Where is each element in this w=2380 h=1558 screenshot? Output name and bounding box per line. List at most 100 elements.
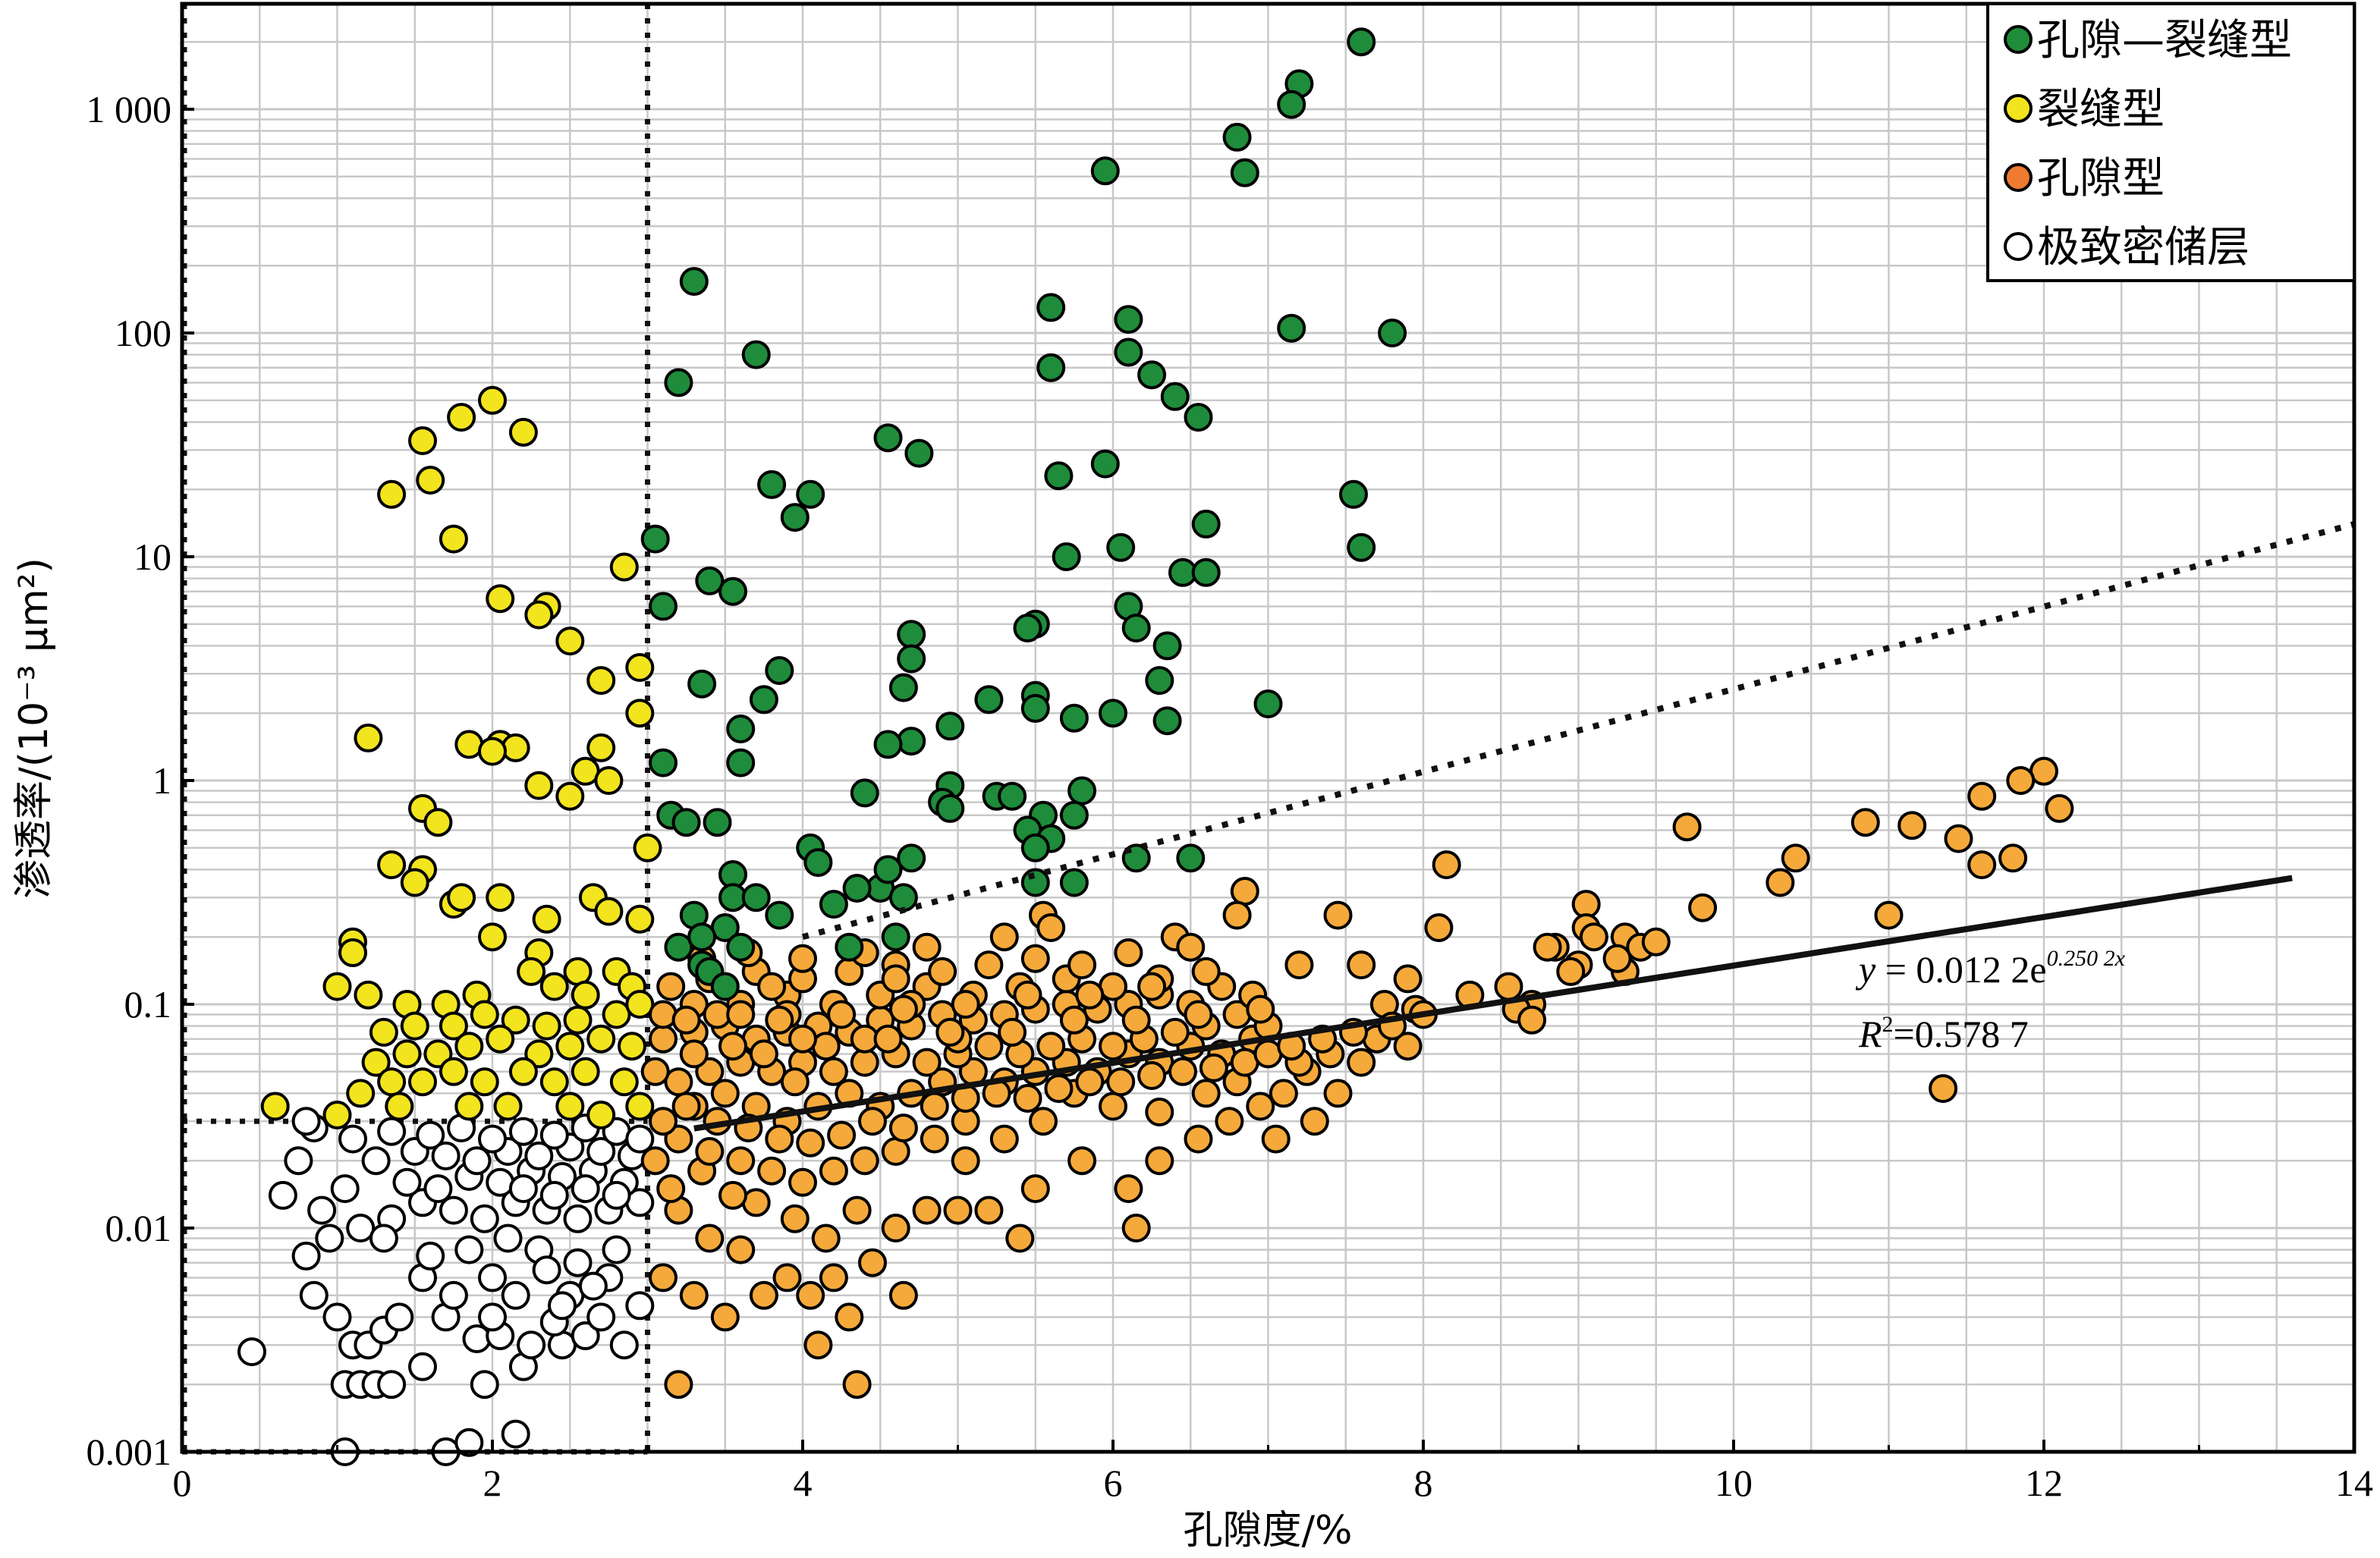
point-pore [2006,766,2036,795]
point-pore [1230,877,1259,906]
point-pore [1517,1005,1547,1035]
point-pore [1044,1074,1074,1104]
point-fracture [369,1017,398,1047]
point-pore [1036,1032,1066,1061]
point-fracture [524,1039,554,1069]
point-pore-fracture [757,470,787,499]
point-pore [695,1223,725,1253]
point-pore [1145,1146,1174,1176]
svg-text:y = 0.012 2e0.250 2x: y = 0.012 2e0.250 2x [1855,946,2126,991]
point-fracture [563,956,593,986]
point-pore [974,950,1004,980]
point-fracture [594,897,624,926]
point-fracture [478,922,507,952]
point-fracture [447,403,476,432]
point-pore-fracture [1099,699,1127,728]
point-pore [765,1005,794,1035]
point-pore-fracture [765,900,794,930]
point-fracture [609,1067,639,1097]
point-pore [1393,1032,1423,1061]
point-pore [1075,1067,1105,1097]
point-fracture [439,1057,468,1086]
point-pore [1005,1223,1035,1253]
point-pore [998,1017,1027,1047]
fit-lines [693,521,2356,1132]
point-pore-fracture [1052,542,1081,571]
point-fracture [586,1024,616,1054]
point-pore-fracture [1152,706,1182,736]
point-pore-fracture [780,503,810,532]
point-pore [811,1223,841,1253]
point-pore-fracture [850,778,879,808]
point-pore [1494,972,1523,1001]
point-pore [780,1204,810,1233]
series-tight-reservoir [237,1107,655,1466]
point-pore-fracture [1036,353,1066,382]
point-pore [788,1024,817,1054]
point-tight [416,1241,445,1271]
point-pore [928,956,957,986]
point-pore [858,1248,887,1277]
point-fracture [400,1011,429,1041]
point-fracture [354,980,383,1010]
point-pore [726,1235,756,1264]
point-fracture [346,1079,376,1108]
point-pore [1137,972,1167,1001]
point-fracture [260,1092,290,1121]
point-pore-fracture [1277,90,1306,119]
point-pore [912,1195,942,1225]
point-tight [478,1124,507,1154]
point-tight [315,1223,344,1253]
point-pore [1556,956,1586,986]
point-pore-fracture [1230,158,1259,187]
point-pore-fracture [1160,382,1190,411]
point-pore-fracture [1067,776,1097,806]
point-pore-fracture [897,843,926,873]
point-fracture [447,883,476,912]
point-pore [1114,938,1143,967]
point-pore [1168,1057,1197,1086]
point-pore [1199,1053,1228,1082]
point-pore-fracture [741,883,771,912]
point-pore-fracture [1013,614,1042,642]
point-pore-fracture [664,932,693,962]
point-tight [291,1241,321,1271]
point-fracture [563,1005,593,1035]
point-pore [1020,944,1050,973]
y-tick-label: 0.1 [124,983,172,1026]
point-pore [1059,1005,1089,1035]
point-pore [649,1024,678,1054]
point-pore [788,1167,817,1197]
point-pore-fracture [1137,360,1167,390]
point-pore [1145,1098,1174,1126]
point-fracture [625,904,655,934]
point-tight [268,1180,297,1210]
point-pore [671,1005,701,1035]
y-axis-title: 渗透率/(10⁻³ μm²) [11,558,57,899]
point-pore-fracture [1114,305,1143,335]
point-fracture [408,1067,437,1097]
point-tight [470,1370,499,1399]
point-pore [1424,913,1454,942]
point-pore [1781,843,1810,873]
point-pore [989,922,1019,952]
point-fracture [571,1057,600,1086]
y-tick-label: 100 [115,312,171,354]
point-pore [920,1092,949,1121]
point-fracture [586,733,616,762]
point-pore-fracture [1059,703,1089,733]
point-pore [1579,922,1608,952]
point-pore [827,1000,857,1029]
y-tick-label: 0.001 [86,1431,172,1473]
point-tight [493,1223,523,1253]
point-pore [1020,1174,1050,1204]
point-tight [532,1255,561,1285]
point-pore-fracture [710,972,740,1001]
point-fracture [400,868,429,897]
point-tight [548,1291,577,1321]
point-pore-fracture [1020,868,1050,897]
series-fracture [260,385,662,1129]
point-pore [679,1039,709,1069]
point-fracture [555,781,585,811]
legend-marker-tight [2004,232,2033,261]
